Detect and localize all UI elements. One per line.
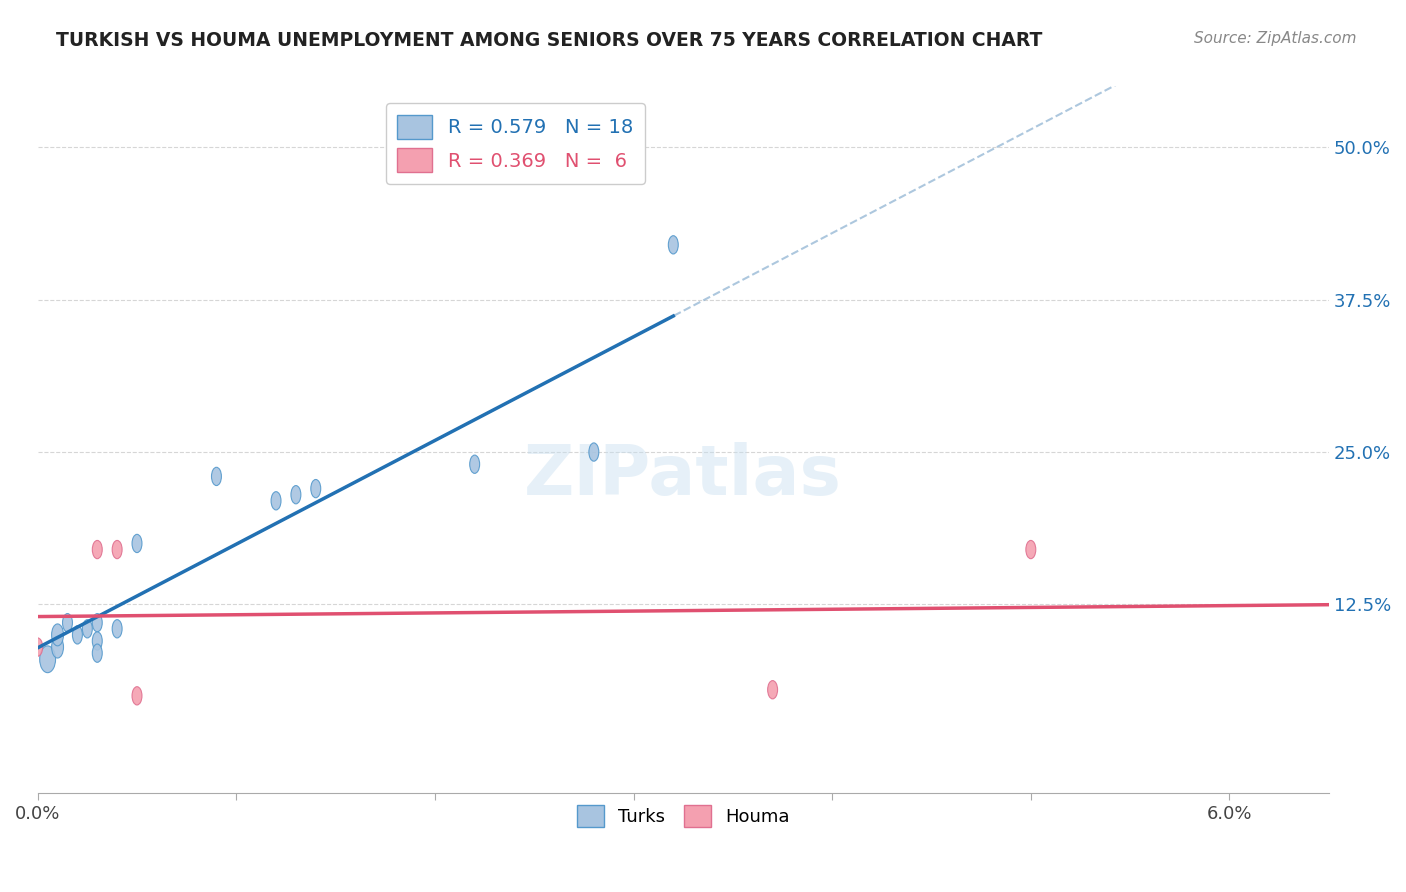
- Ellipse shape: [211, 467, 221, 485]
- Ellipse shape: [52, 636, 63, 658]
- Ellipse shape: [93, 614, 103, 632]
- Ellipse shape: [668, 235, 678, 254]
- Ellipse shape: [271, 491, 281, 510]
- Ellipse shape: [62, 614, 73, 632]
- Ellipse shape: [39, 646, 56, 673]
- Ellipse shape: [112, 620, 122, 638]
- Ellipse shape: [768, 681, 778, 698]
- Ellipse shape: [132, 687, 142, 705]
- Ellipse shape: [73, 626, 83, 644]
- Ellipse shape: [132, 534, 142, 553]
- Ellipse shape: [83, 620, 93, 638]
- Text: Source: ZipAtlas.com: Source: ZipAtlas.com: [1194, 31, 1357, 46]
- Ellipse shape: [1026, 541, 1036, 558]
- Ellipse shape: [93, 644, 103, 663]
- Ellipse shape: [112, 541, 122, 558]
- Text: ZIPatlas: ZIPatlas: [524, 442, 842, 508]
- Ellipse shape: [93, 632, 103, 650]
- Ellipse shape: [311, 480, 321, 498]
- Ellipse shape: [52, 624, 63, 646]
- Ellipse shape: [291, 485, 301, 504]
- Ellipse shape: [589, 443, 599, 461]
- Ellipse shape: [470, 455, 479, 474]
- Ellipse shape: [32, 638, 42, 657]
- Legend: Turks, Houma: Turks, Houma: [569, 797, 797, 834]
- Text: TURKISH VS HOUMA UNEMPLOYMENT AMONG SENIORS OVER 75 YEARS CORRELATION CHART: TURKISH VS HOUMA UNEMPLOYMENT AMONG SENI…: [56, 31, 1043, 50]
- Ellipse shape: [93, 541, 103, 558]
